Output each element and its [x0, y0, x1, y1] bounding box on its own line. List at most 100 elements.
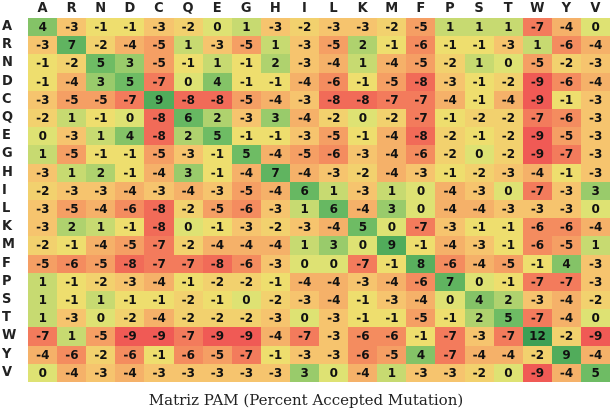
matrix-cell: -4 — [231, 236, 262, 256]
matrix-cell: -7 — [144, 72, 174, 92]
matrix-cell: 1 — [202, 54, 233, 74]
matrix-cell: 0 — [580, 309, 611, 328]
matrix-cell: -3 — [377, 291, 407, 310]
matrix-cell: -7 — [522, 181, 553, 201]
matrix-cell: 5 — [580, 363, 611, 383]
matrix-cell: -7 — [522, 309, 553, 328]
matrix-cell: -3 — [144, 363, 174, 383]
matrix-cell: -2 — [115, 309, 145, 328]
matrix-cell: -3 — [289, 127, 320, 146]
matrix-cell: -3 — [260, 309, 291, 328]
matrix-cell: -6 — [319, 72, 349, 92]
matrix-cell: -4 — [144, 163, 174, 183]
column-header-V: V — [590, 1, 601, 16]
matrix-cell: -3 — [580, 272, 611, 292]
column-header-I: I — [302, 1, 307, 16]
matrix-cell: -8 — [144, 200, 174, 219]
matrix-cell: -3 — [319, 327, 349, 347]
matrix-cell: -5 — [86, 90, 116, 110]
matrix-cell: -8 — [202, 254, 233, 274]
matrix-cell: -5 — [406, 309, 436, 328]
matrix-cell: -2 — [57, 54, 87, 74]
matrix-cell: -4 — [57, 72, 87, 92]
matrix-cell: 0 — [173, 218, 204, 237]
matrix-cell: 4 — [406, 345, 436, 365]
matrix-cell: -5 — [377, 72, 407, 92]
row-header-L: L — [2, 201, 11, 216]
column-header-A: A — [37, 1, 48, 16]
matrix-cell: -3 — [348, 145, 378, 165]
pam-matrix-heatmap: A R N D C Q E G H I L K M F P S T W Y V A 4 -3 -1 -1 -3 -2 0 1 -3 -2 -3… — [2, 1, 611, 383]
matrix-cell: -6 — [551, 109, 582, 128]
matrix-cell: -1 — [522, 254, 553, 274]
matrix-cell: 0 — [202, 18, 233, 37]
matrix-cell: -2 — [493, 145, 524, 165]
matrix-cell: -5 — [231, 36, 262, 55]
matrix-cell: 0 — [377, 218, 407, 237]
matrix-cell: -6 — [551, 36, 582, 55]
matrix-cell: -8 — [202, 90, 233, 110]
matrix-cell: -1 — [551, 90, 582, 110]
matrix-cell: 3 — [86, 72, 116, 92]
matrix-cell: -4 — [464, 345, 495, 365]
matrix-cell: 0 — [493, 363, 524, 383]
matrix-cell: -3 — [57, 127, 87, 146]
matrix-cell: 0 — [348, 236, 378, 256]
column-header-R: R — [66, 1, 77, 16]
matrix-cell: -4 — [115, 181, 145, 201]
matrix-cell: -7 — [28, 327, 58, 347]
column-header-G: G — [240, 1, 252, 16]
matrix-cell: -4 — [260, 181, 291, 201]
matrix-cell: 2 — [260, 54, 291, 74]
matrix-cell: 2 — [464, 309, 495, 328]
matrix-cell: -2 — [551, 54, 582, 74]
matrix-cell: -4 — [289, 272, 320, 292]
matrix-cell: -3 — [57, 309, 87, 328]
matrix-cell: -6 — [173, 345, 204, 365]
matrix-cell: 0 — [231, 291, 262, 310]
matrix-cell: -4 — [493, 90, 524, 110]
matrix-cell: -1 — [202, 163, 233, 183]
matrix-cell: 1 — [464, 18, 495, 37]
matrix-cell: -3 — [580, 163, 611, 183]
matrix-cell: -2 — [522, 345, 553, 365]
matrix-cell: 2 — [348, 36, 378, 55]
matrix-cell: 3 — [260, 109, 291, 128]
matrix-cell: 0 — [86, 309, 116, 328]
matrix-cell: -4 — [377, 163, 407, 183]
row-header-S: S — [2, 292, 12, 307]
matrix-cell: 0 — [319, 254, 349, 274]
matrix-cell: -7 — [493, 327, 524, 347]
matrix-cell: -3 — [260, 18, 291, 37]
matrix-cell: -7 — [522, 18, 553, 37]
matrix-cell: -6 — [115, 200, 145, 219]
matrix-cell: -3 — [289, 54, 320, 74]
matrix-cell: -4 — [348, 363, 378, 383]
matrix-cell: -2 — [464, 109, 495, 128]
matrix-cell: -3 — [348, 181, 378, 201]
matrix-cell: -1 — [86, 109, 116, 128]
matrix-cell: -4 — [319, 218, 349, 237]
matrix-cell: -8 — [406, 72, 436, 92]
matrix-cell: 1 — [28, 309, 58, 328]
matrix-cell: -3 — [348, 272, 378, 292]
matrix-cell: -5 — [406, 18, 436, 37]
column-header-Q: Q — [182, 1, 194, 16]
row-header-G: G — [2, 146, 13, 162]
matrix-cell: -6 — [115, 345, 145, 365]
matrix-cell: -8 — [406, 127, 436, 146]
matrix-cell: -4 — [144, 309, 174, 328]
matrix-cell: 0 — [493, 54, 524, 74]
matrix-cell: 1 — [377, 181, 407, 201]
matrix-cell: -7 — [435, 327, 465, 347]
column-header-F: F — [416, 1, 426, 16]
matrix-cell: -1 — [115, 218, 145, 237]
matrix-cell: -4 — [28, 345, 58, 365]
matrix-cell: 0 — [406, 200, 436, 219]
matrix-cell: 0 — [493, 181, 524, 201]
matrix-cell: 8 — [406, 254, 436, 274]
matrix-cell: -1 — [464, 36, 495, 55]
matrix-cell: 0 — [289, 309, 320, 328]
matrix-cell: 0 — [435, 291, 465, 310]
matrix-cell: -3 — [493, 36, 524, 55]
